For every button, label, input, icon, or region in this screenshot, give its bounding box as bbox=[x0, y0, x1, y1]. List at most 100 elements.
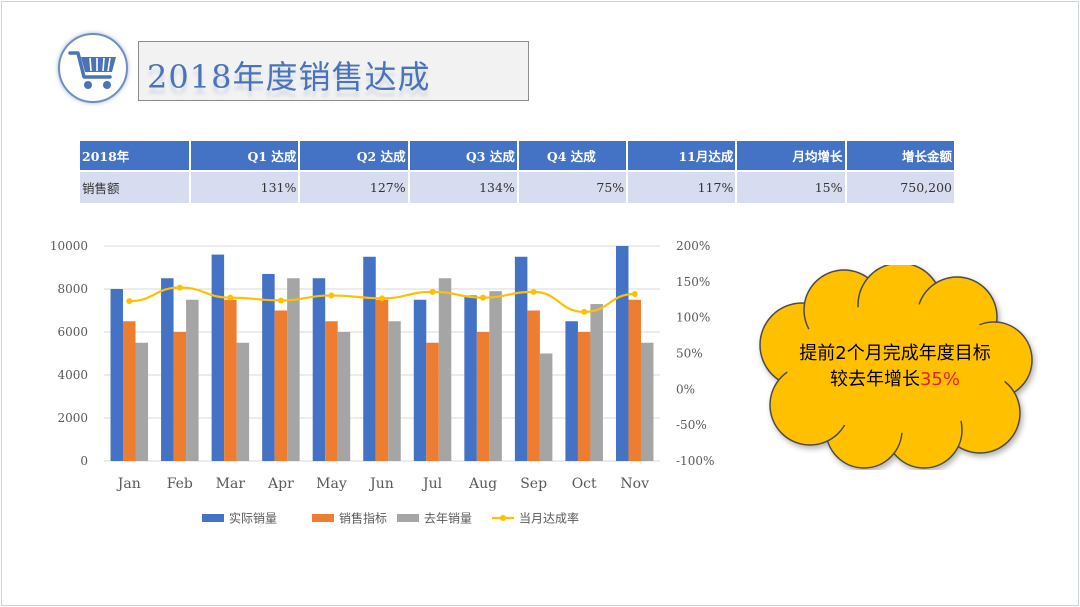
callout-line-1: 提前2个月完成年度目标 bbox=[799, 343, 991, 364]
x-tick-label: Feb bbox=[167, 476, 193, 492]
bar-2 bbox=[173, 332, 187, 461]
y-tick-label: 8000 bbox=[57, 282, 88, 296]
bar-1 bbox=[110, 289, 124, 461]
bar-2 bbox=[274, 310, 288, 461]
x-tick-label: Mar bbox=[216, 476, 246, 492]
bar-1 bbox=[565, 321, 578, 461]
table-cell: 15% bbox=[737, 172, 845, 203]
bar-3 bbox=[388, 321, 401, 461]
table-header-cell: 11月达成 bbox=[628, 141, 736, 172]
achievement-rate-point bbox=[277, 297, 284, 304]
bar-1 bbox=[413, 299, 427, 461]
bar-3 bbox=[489, 291, 502, 461]
bar-2 bbox=[577, 332, 591, 461]
bar-1 bbox=[363, 256, 376, 461]
legend-label: 当月达成率 bbox=[519, 511, 579, 526]
y-tick-label: 4000 bbox=[57, 368, 88, 382]
achievement-rate-point bbox=[530, 288, 537, 295]
callout-text: 提前2个月完成年度目标 较去年增长35% bbox=[752, 341, 1038, 393]
bar-3 bbox=[590, 304, 603, 461]
bar-1 bbox=[161, 278, 174, 461]
table-header-cell: 月均增长 bbox=[737, 141, 845, 172]
title-box: 2018年度销售达成 bbox=[138, 41, 529, 101]
x-tick-label: Jun bbox=[368, 476, 394, 492]
y2-tick-label: -50% bbox=[676, 418, 707, 432]
y2-tick-label: 150% bbox=[676, 275, 710, 289]
achievement-rate-point bbox=[631, 291, 638, 298]
bar-2 bbox=[426, 342, 439, 461]
bar-1 bbox=[514, 256, 528, 461]
table-cell: 75% bbox=[518, 172, 627, 203]
bar-3 bbox=[287, 278, 300, 461]
table-header-cell: Q4 达成 bbox=[518, 141, 627, 172]
callout-line-2-prefix: 较去年增长 bbox=[829, 369, 920, 390]
shopping-cart-icon bbox=[68, 51, 116, 89]
bar-1 bbox=[262, 273, 275, 461]
achievement-rate-point bbox=[379, 295, 385, 302]
x-tick-label: Apr bbox=[267, 476, 294, 492]
y-tick-label: 10000 bbox=[50, 239, 88, 253]
achievement-rate-point bbox=[227, 294, 234, 301]
bar-2 bbox=[476, 332, 490, 461]
legend-point-marker bbox=[500, 515, 506, 521]
y2-tick-label: 100% bbox=[676, 311, 710, 325]
bar-3 bbox=[640, 342, 654, 461]
legend-swatch bbox=[312, 514, 334, 522]
x-tick-label: Jan bbox=[116, 476, 141, 492]
achievement-rate-point bbox=[126, 298, 133, 305]
x-tick-label: Nov bbox=[620, 476, 649, 492]
achievement-rate-point bbox=[429, 288, 436, 295]
table-cell: 131% bbox=[191, 172, 299, 203]
achievement-rate-point bbox=[480, 294, 487, 301]
legend-label: 去年销量 bbox=[424, 512, 472, 526]
y2-tick-label: 50% bbox=[676, 347, 703, 361]
table-header-cell: Q1 达成 bbox=[191, 141, 299, 172]
table-header-cell: Q3 达成 bbox=[409, 141, 517, 172]
bar-2 bbox=[325, 321, 338, 461]
bar-1 bbox=[211, 254, 225, 461]
kpi-table: 2018年 Q1 达成 Q2 达成 Q3 达成 Q4 达成 11月达成 月均增长… bbox=[78, 141, 956, 203]
x-tick-label: Oct bbox=[572, 476, 597, 492]
page-title: 2018年度销售达成 bbox=[147, 58, 431, 96]
legend-label: 实际销量 bbox=[229, 511, 277, 526]
table-header-row: 2018年 Q1 达成 Q2 达成 Q3 达成 Q4 达成 11月达成 月均增长… bbox=[80, 141, 954, 172]
y2-tick-label: 200% bbox=[676, 239, 710, 253]
bar-2 bbox=[224, 299, 237, 461]
y2-tick-label: 0% bbox=[676, 382, 695, 396]
table-cell: 销售额 bbox=[80, 172, 190, 203]
legend-label: 销售指标 bbox=[339, 511, 387, 526]
x-tick-label: Sep bbox=[520, 476, 547, 492]
y-tick-label: 0 bbox=[80, 454, 88, 468]
cart-badge bbox=[58, 33, 128, 103]
table-header-cell: 增长金额 bbox=[846, 141, 954, 172]
table-cell: 750,200 bbox=[846, 172, 954, 203]
x-tick-label: Jul bbox=[421, 476, 443, 492]
bar-1 bbox=[312, 278, 326, 461]
bar-3 bbox=[337, 332, 351, 461]
bar-1 bbox=[615, 246, 629, 461]
y2-tick-label: -100% bbox=[676, 454, 714, 468]
bar-2 bbox=[123, 321, 136, 461]
bar-2 bbox=[375, 299, 389, 461]
callout-cloud bbox=[759, 265, 1033, 469]
bar-3 bbox=[236, 342, 250, 461]
sales-combo-chart: 0 2000 4000 6000 8000 10000 -100% -50% 0% 50% 100%… bbox=[50, 239, 715, 526]
bar-2 bbox=[628, 299, 641, 461]
cloud-core bbox=[787, 303, 1007, 433]
table-header-cell: 2018年 bbox=[80, 141, 190, 172]
legend-swatch bbox=[202, 514, 224, 522]
achievement-rate-point bbox=[328, 292, 335, 299]
bar-3 bbox=[438, 278, 452, 461]
bar-2 bbox=[527, 310, 540, 461]
table-header-cell: Q2 达成 bbox=[300, 141, 408, 172]
table-cell: 127% bbox=[300, 172, 408, 203]
table-cell: 117% bbox=[628, 172, 736, 203]
achievement-rate-point bbox=[176, 284, 183, 291]
legend-swatch bbox=[397, 514, 419, 522]
achievement-rate-point bbox=[581, 308, 588, 315]
bar-1 bbox=[464, 295, 477, 461]
x-tick-label: Aug bbox=[468, 476, 497, 492]
y-tick-label: 2000 bbox=[57, 411, 88, 425]
y-tick-label: 6000 bbox=[57, 325, 88, 339]
